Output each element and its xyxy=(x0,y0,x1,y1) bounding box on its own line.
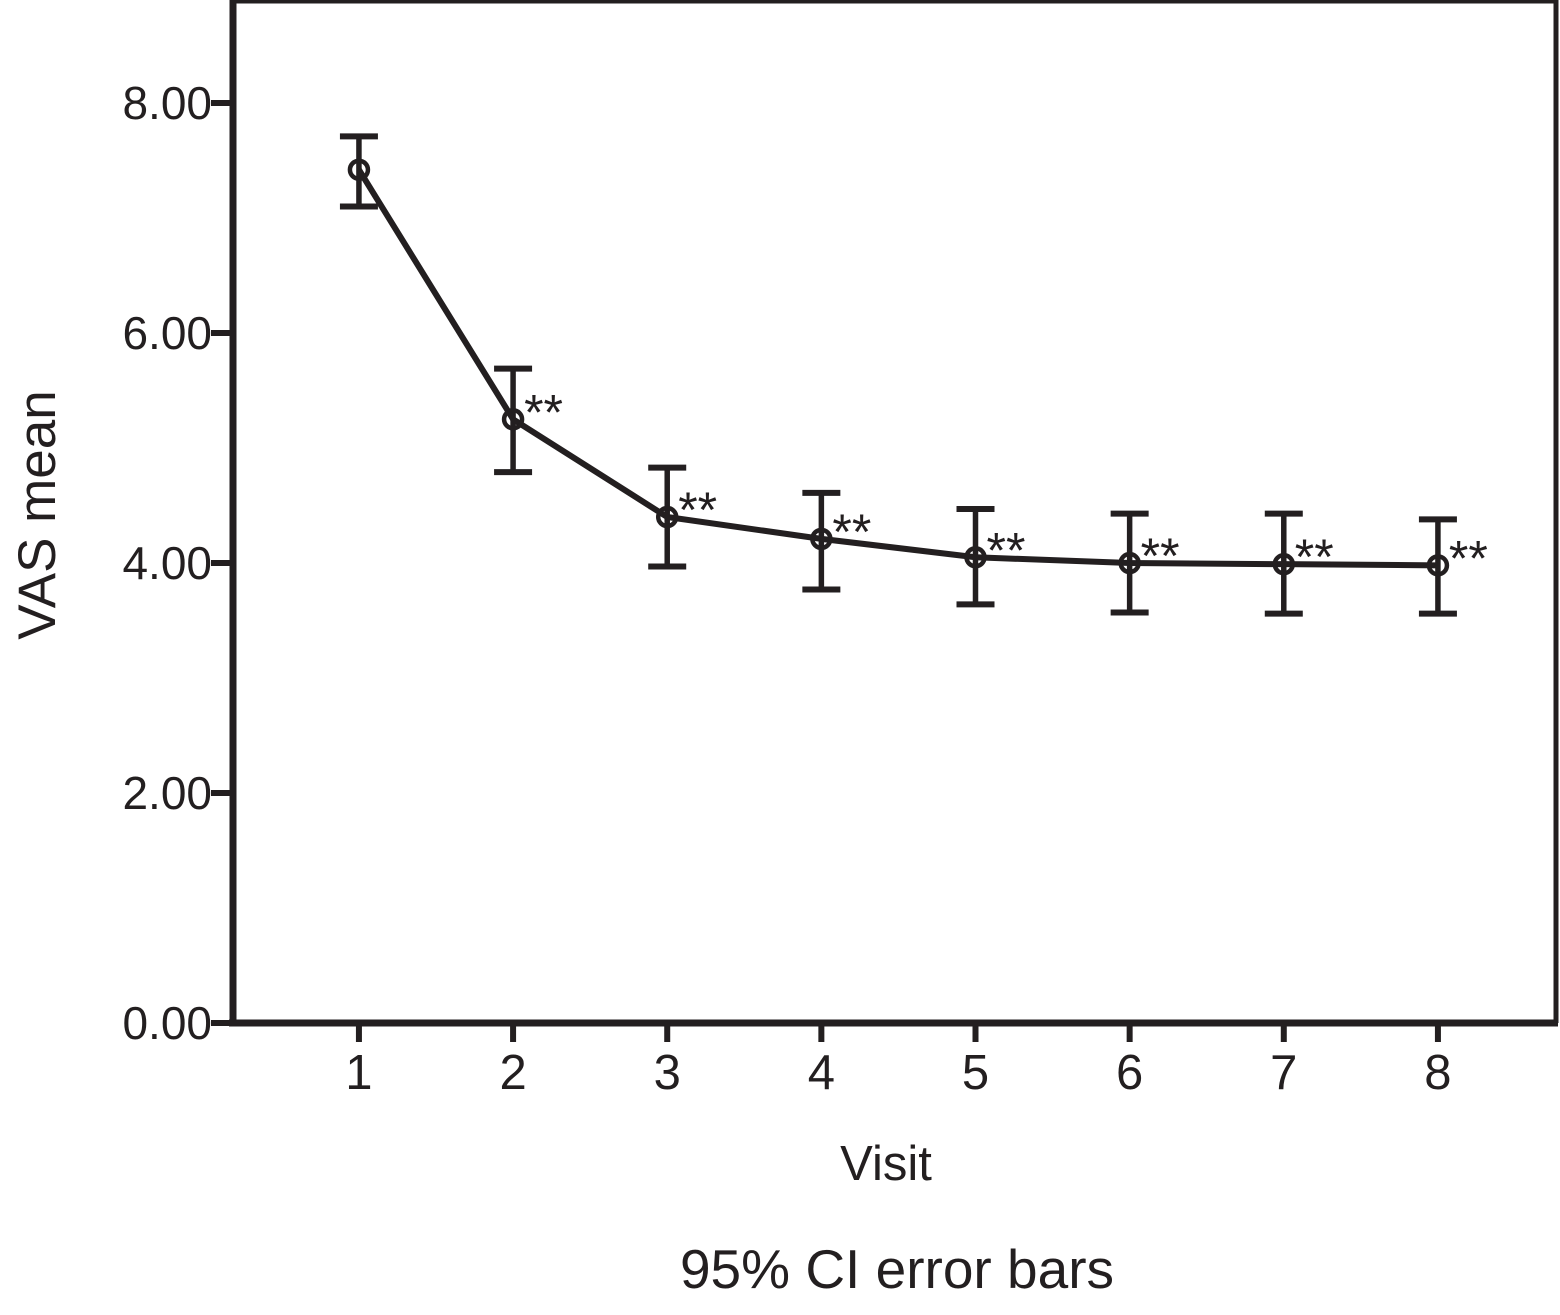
plot-frame xyxy=(229,0,1559,1027)
y-tick-label-0: 0.00 xyxy=(122,997,212,1049)
significance-visit-3: ** xyxy=(678,482,717,538)
significance-markers: ** ** ** ** ** ** ** xyxy=(524,384,1488,586)
data-point-visit-7 xyxy=(1272,552,1296,576)
x-axis-label: Visit xyxy=(840,1137,932,1191)
trend-line xyxy=(356,168,1438,569)
data-point-visit-6 xyxy=(1118,551,1141,575)
x-tick-label-6: 7 xyxy=(1270,1046,1297,1100)
y-tick-label-4: 8.00 xyxy=(122,77,212,129)
x-axis-ticks: 1 2 3 4 5 6 7 8 xyxy=(345,1023,1452,1100)
significance-visit-8: ** xyxy=(1449,530,1488,586)
chart-caption: 95% CI error bars xyxy=(680,1238,1114,1300)
significance-visit-4: ** xyxy=(832,504,871,560)
error-bar-visit-8 xyxy=(1418,516,1457,617)
x-tick-label-7: 8 xyxy=(1424,1046,1451,1100)
data-point-visit-1 xyxy=(347,158,371,181)
x-tick-label-2: 3 xyxy=(654,1046,681,1100)
y-tick-label-1: 2.00 xyxy=(122,767,212,819)
x-tick-label-4: 5 xyxy=(962,1046,989,1100)
significance-visit-7: ** xyxy=(1295,529,1334,585)
x-tick-label-3: 4 xyxy=(808,1046,835,1100)
data-point-visit-5 xyxy=(964,546,987,569)
series-line xyxy=(356,168,1438,569)
y-axis-label: VAS mean xyxy=(8,390,67,639)
significance-visit-6: ** xyxy=(1141,528,1180,584)
x-tick-label-1: 2 xyxy=(499,1046,526,1100)
error-bars xyxy=(339,133,1457,617)
data-point-visit-2 xyxy=(501,408,525,431)
significance-visit-2: ** xyxy=(524,384,563,440)
x-tick-label-5: 6 xyxy=(1116,1046,1143,1100)
y-tick-label-2: 4.00 xyxy=(122,537,212,589)
data-point-markers xyxy=(347,158,1450,577)
x-tick-label-0: 1 xyxy=(345,1046,372,1100)
significance-visit-5: ** xyxy=(987,522,1026,578)
data-point-visit-4 xyxy=(810,527,833,551)
y-tick-label-3: 6.00 xyxy=(122,307,212,359)
data-point-visit-3 xyxy=(655,505,679,529)
y-axis-ticks: 0.00 2.00 4.00 6.00 8.00 xyxy=(122,77,233,1049)
data-point-visit-8 xyxy=(1426,554,1450,577)
